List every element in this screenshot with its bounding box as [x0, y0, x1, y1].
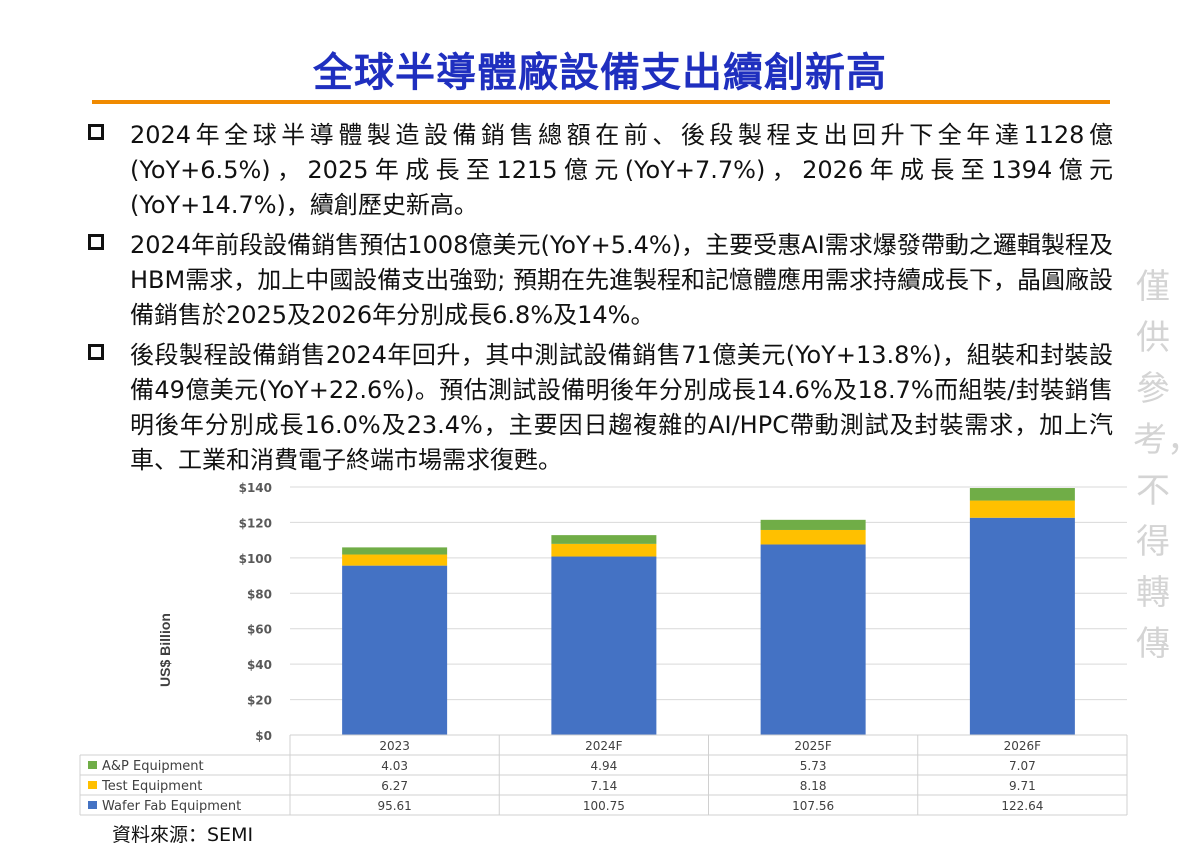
bullet-item: 後段製程設備銷售2024年回升，其中測試設備銷售71億美元(YoY+13.8%)… [88, 338, 1113, 478]
bar-segment [551, 535, 657, 544]
x-category-label: 2024F [585, 739, 623, 753]
table-value-label: 122.64 [1001, 799, 1043, 813]
table-value-label: 7.14 [591, 779, 618, 793]
legend-swatch [88, 801, 97, 809]
bar-segment [969, 488, 1075, 501]
table-value-label: 8.18 [800, 779, 827, 793]
bullet-text: 2024年全球半導體製造設備銷售總額在前、後段製程支出回升下全年達1128億(Y… [130, 121, 1113, 219]
bullet-item: 2024年全球半導體製造設備銷售總額在前、後段製程支出回升下全年達1128億(Y… [88, 118, 1113, 223]
y-tick-label: $100 [239, 552, 272, 566]
table-value-label: 107.56 [792, 799, 834, 813]
legend-swatch [88, 761, 97, 769]
y-tick-label: $20 [247, 694, 272, 708]
checkbox-square-icon [88, 234, 104, 250]
bar-segment [342, 554, 448, 566]
bar-segment [969, 517, 1075, 735]
bar-segment [342, 565, 448, 735]
table-value-label: 100.75 [583, 799, 625, 813]
bar-segment [969, 500, 1075, 518]
bar-segment [551, 543, 657, 557]
x-category-label: 2026F [1004, 739, 1042, 753]
legend-series-label: A&P Equipment [102, 759, 204, 774]
checkbox-square-icon [88, 344, 104, 360]
table-value-label: 5.73 [800, 759, 827, 773]
page-title: 全球半導體廠設備支出續創新高 [313, 50, 887, 96]
y-tick-label: $0 [255, 729, 272, 743]
title-underline [92, 100, 1110, 104]
bar-segment [760, 519, 866, 530]
legend-series-label: Test Equipment [101, 779, 202, 794]
source-note: 資料來源：SEMI [112, 824, 254, 846]
table-value-label: 9.71 [1009, 779, 1036, 793]
bar-segment [342, 547, 448, 555]
checkbox-square-icon [88, 124, 104, 140]
bar-segment [760, 529, 866, 545]
bullet-text: 後段製程設備銷售2024年回升，其中測試設備銷售71億美元(YoY+13.8%)… [130, 341, 1113, 474]
y-tick-label: $140 [239, 481, 272, 495]
y-tick-label: $40 [247, 658, 272, 672]
x-category-label: 2025F [794, 739, 832, 753]
bullet-list: 2024年全球半導體製造設備銷售總額在前、後段製程支出回升下全年達1128億(Y… [88, 118, 1113, 483]
y-axis-label: US$ Billion [157, 613, 173, 687]
bullet-item: 2024年前段設備銷售預估1008億美元(YoY+5.4%)，主要受惠AI需求爆… [88, 228, 1113, 333]
bar-segment [551, 556, 657, 735]
table-value-label: 7.07 [1009, 759, 1036, 773]
bullet-text: 2024年前段設備銷售預估1008億美元(YoY+5.4%)，主要受惠AI需求爆… [130, 231, 1113, 329]
table-value-label: 6.27 [381, 779, 408, 793]
legend-series-label: Wafer Fab Equipment [102, 799, 241, 814]
watermark-text: 僅供參考，不得轉傳 [1133, 267, 1200, 664]
bar-segment [760, 544, 866, 735]
table-value-label: 95.61 [377, 799, 411, 813]
table-value-label: 4.03 [381, 759, 408, 773]
y-tick-label: $60 [247, 623, 272, 637]
y-tick-label: $120 [239, 516, 272, 530]
y-tick-label: $80 [247, 587, 272, 601]
legend-swatch [88, 781, 97, 789]
table-value-label: 4.94 [591, 759, 618, 773]
x-category-label: 2023 [379, 739, 410, 753]
